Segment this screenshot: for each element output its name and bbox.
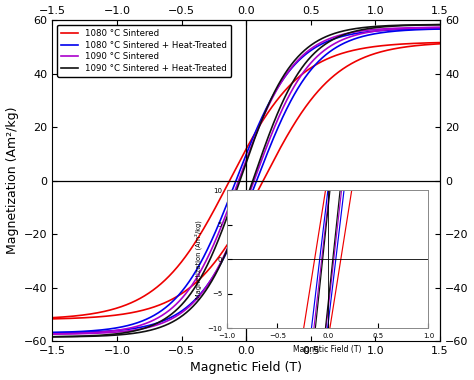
1080 °C Sintered bbox=[355, 58, 361, 63]
Line: 1080 °C Sintered: 1080 °C Sintered bbox=[53, 44, 440, 319]
1090 °C Sintered bbox=[50, 332, 55, 336]
Legend: 1080 °C Sintered, 1080 °C Sintered + Heat-Treated, 1090 °C Sintered, 1090 °C Sin: 1080 °C Sintered, 1080 °C Sintered + Hea… bbox=[57, 25, 231, 77]
1080 °C Sintered + Heat-Treated bbox=[426, 27, 432, 32]
Y-axis label: Magnetization (Am²/kg): Magnetization (Am²/kg) bbox=[6, 107, 18, 255]
1080 °C Sintered bbox=[426, 42, 431, 47]
1080 °C Sintered bbox=[50, 317, 55, 321]
1090 °C Sintered + Heat-Treated bbox=[437, 22, 443, 27]
1090 °C Sintered + Heat-Treated bbox=[426, 22, 432, 27]
1090 °C Sintered + Heat-Treated bbox=[50, 334, 55, 339]
1090 °C Sintered bbox=[355, 32, 361, 37]
1080 °C Sintered + Heat-Treated bbox=[50, 331, 55, 335]
1080 °C Sintered + Heat-Treated bbox=[355, 36, 361, 40]
1080 °C Sintered bbox=[426, 42, 432, 47]
1080 °C Sintered bbox=[69, 316, 75, 321]
Line: 1090 °C Sintered + Heat-Treated: 1090 °C Sintered + Heat-Treated bbox=[53, 25, 440, 337]
1090 °C Sintered bbox=[69, 332, 75, 336]
X-axis label: Magnetic Field (T): Magnetic Field (T) bbox=[190, 361, 302, 374]
1090 °C Sintered + Heat-Treated bbox=[228, 239, 234, 244]
1080 °C Sintered bbox=[238, 220, 244, 225]
1080 °C Sintered bbox=[228, 237, 234, 242]
1090 °C Sintered bbox=[426, 25, 432, 30]
1090 °C Sintered bbox=[238, 214, 244, 218]
Line: 1090 °C Sintered: 1090 °C Sintered bbox=[53, 27, 440, 334]
1090 °C Sintered + Heat-Treated bbox=[69, 334, 75, 339]
1080 °C Sintered + Heat-Treated bbox=[437, 27, 443, 31]
1090 °C Sintered bbox=[437, 25, 443, 30]
1090 °C Sintered + Heat-Treated bbox=[426, 22, 431, 27]
1080 °C Sintered + Heat-Treated bbox=[426, 27, 431, 32]
1090 °C Sintered bbox=[426, 25, 431, 30]
1080 °C Sintered + Heat-Treated bbox=[69, 330, 75, 335]
1090 °C Sintered + Heat-Treated bbox=[355, 28, 361, 33]
1080 °C Sintered + Heat-Treated bbox=[238, 218, 244, 223]
1080 °C Sintered bbox=[437, 41, 443, 46]
1090 °C Sintered + Heat-Treated bbox=[238, 212, 244, 217]
Line: 1080 °C Sintered + Heat-Treated: 1080 °C Sintered + Heat-Treated bbox=[53, 29, 440, 333]
1080 °C Sintered + Heat-Treated bbox=[228, 242, 234, 246]
1090 °C Sintered bbox=[228, 239, 234, 244]
